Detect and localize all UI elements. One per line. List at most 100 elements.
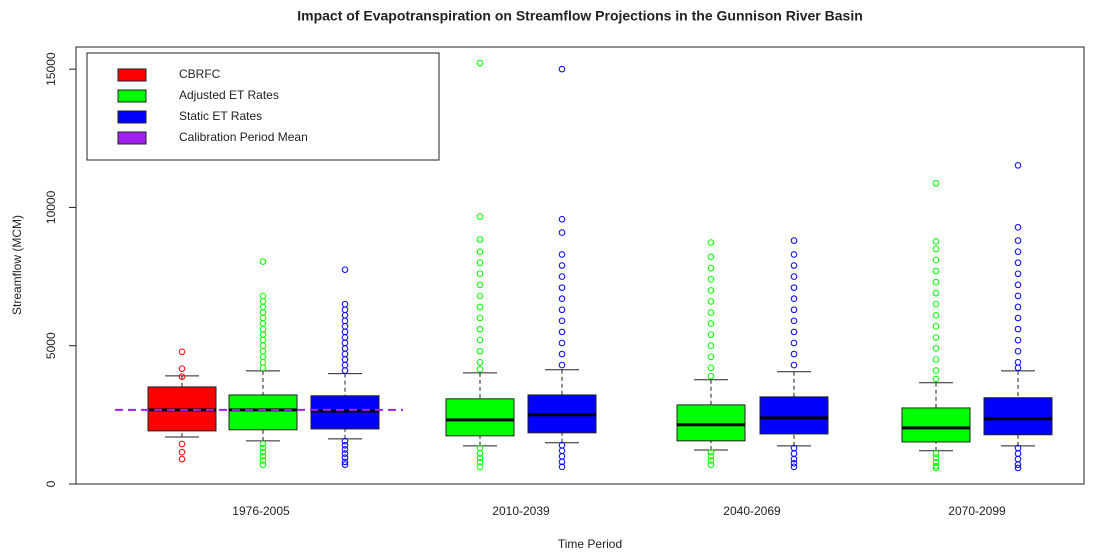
outlier: [932, 462, 940, 470]
outlier: [558, 361, 566, 369]
outlier: [1014, 347, 1022, 355]
outlier: [341, 334, 349, 341]
outlier: [790, 463, 798, 471]
outlier: [932, 289, 940, 297]
outlier: [707, 342, 715, 350]
outlier: [259, 444, 267, 452]
outlier: [341, 361, 349, 369]
outlier: [932, 375, 940, 383]
outlier: [707, 453, 715, 460]
outlier: [790, 284, 798, 291]
outlier: [707, 331, 715, 338]
outlier: [1014, 314, 1022, 322]
outlier: [707, 287, 715, 294]
outlier: [707, 461, 715, 468]
outlier: [558, 453, 566, 460]
outlier: [1014, 364, 1022, 372]
outlier: [932, 323, 940, 330]
outlier: [932, 300, 940, 308]
legend-label: Calibration Period Mean: [179, 130, 308, 144]
outlier: [476, 236, 484, 243]
outlier: [558, 262, 566, 269]
box: [445, 398, 515, 437]
outlier: [707, 276, 715, 283]
x-tick-label: 2040-2069: [723, 504, 781, 518]
box: [759, 396, 829, 435]
outlier: [932, 245, 940, 253]
outlier: [932, 367, 940, 374]
outlier: [341, 311, 349, 319]
outlier: [1014, 237, 1022, 244]
outlier: [558, 65, 566, 73]
outlier: [476, 450, 484, 457]
chart-title: Impact of Evapotranspiration on Streamfl…: [297, 8, 863, 24]
outlier: [341, 446, 349, 453]
outlier: [932, 334, 940, 341]
outlier: [259, 314, 267, 322]
outlier: [259, 359, 267, 366]
outlier: [341, 454, 349, 462]
outlier: [1014, 259, 1022, 267]
outlier: [707, 264, 715, 272]
outlier: [476, 248, 484, 255]
outlier: [707, 309, 715, 316]
outlier: [341, 437, 349, 445]
outlier: [932, 454, 940, 462]
outlier: [1014, 303, 1022, 311]
outlier: [558, 251, 566, 258]
outlier: [476, 259, 484, 267]
outlier: [707, 353, 715, 361]
outlier: [178, 365, 186, 372]
outlier: [259, 342, 267, 350]
outlier: [1014, 455, 1022, 463]
outlier: [476, 325, 484, 333]
legend-label: Adjusted ET Rates: [179, 88, 279, 102]
outlier: [476, 281, 484, 289]
y-axis-label: Streamflow (MCM): [10, 215, 24, 315]
outlier: [932, 267, 940, 275]
outlier: [259, 364, 267, 372]
outlier: [707, 298, 715, 305]
outlier: [558, 229, 566, 236]
outlier: [1014, 281, 1022, 289]
outlier: [1014, 292, 1022, 300]
outlier: [259, 440, 267, 448]
outlier: [932, 311, 940, 319]
outlier: [790, 273, 798, 280]
outlier: [259, 303, 267, 311]
outlier: [790, 328, 798, 336]
outlier: [1014, 359, 1022, 366]
outlier: [259, 448, 267, 456]
outlier: [1014, 325, 1022, 333]
box: [901, 407, 971, 443]
outlier: [1014, 450, 1022, 457]
outlier: [178, 348, 186, 356]
outlier: [558, 350, 566, 358]
outlier: [932, 278, 940, 286]
outlier: [790, 295, 798, 302]
legend-swatch: [117, 89, 147, 103]
outlier: [476, 347, 484, 355]
outlier: [476, 463, 484, 471]
legend-swatch: [117, 131, 147, 145]
outlier: [259, 461, 267, 468]
outlier: [932, 345, 940, 352]
outlier: [259, 298, 267, 305]
outlier: [341, 450, 349, 457]
outlier: [341, 356, 349, 363]
outlier: [707, 364, 715, 372]
box: [676, 404, 746, 442]
outlier: [790, 450, 798, 457]
outlier: [341, 345, 349, 352]
outlier: [476, 314, 484, 322]
x-tick-label: 2070-2099: [948, 504, 1006, 518]
outlier: [790, 459, 798, 467]
outlier: [341, 339, 349, 347]
outlier: [341, 317, 349, 325]
outlier: [558, 441, 566, 449]
outlier: [1014, 336, 1022, 344]
outlier: [790, 361, 798, 369]
x-tick-label: 1976-2005: [232, 504, 290, 518]
